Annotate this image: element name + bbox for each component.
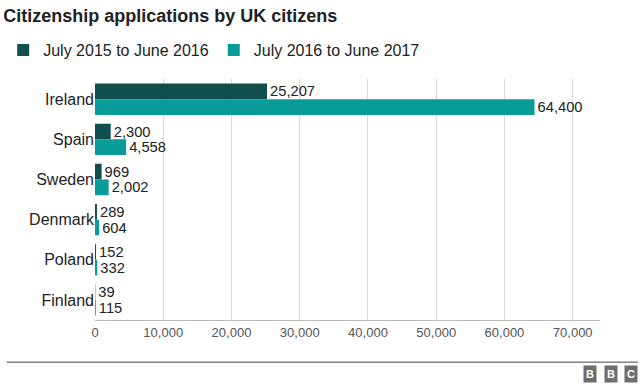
svg-text:39: 39: [98, 284, 114, 300]
svg-text:50,000: 50,000: [416, 325, 456, 340]
svg-text:40,000: 40,000: [348, 325, 388, 340]
svg-text:152: 152: [99, 244, 124, 260]
svg-text:Denmark: Denmark: [29, 211, 95, 228]
svg-text:Poland: Poland: [44, 251, 94, 268]
svg-text:B: B: [607, 368, 615, 380]
svg-text:Ireland: Ireland: [45, 91, 94, 108]
svg-text:115: 115: [99, 300, 122, 316]
svg-text:289: 289: [100, 204, 125, 220]
svg-text:2,300: 2,300: [114, 124, 151, 140]
svg-text:20,000: 20,000: [212, 325, 252, 340]
svg-text:4,558: 4,558: [129, 139, 166, 155]
svg-text:Sweden: Sweden: [36, 171, 94, 188]
svg-text:Citizenship applications by UK: Citizenship applications by UK citizens: [3, 6, 337, 26]
svg-text:332: 332: [100, 260, 125, 276]
svg-text:July 2016 to June 2017: July 2016 to June 2017: [254, 42, 420, 59]
svg-text:10,000: 10,000: [143, 325, 183, 340]
svg-text:25,207: 25,207: [270, 83, 315, 99]
svg-text:C: C: [627, 368, 635, 380]
svg-text:60,000: 60,000: [485, 325, 525, 340]
svg-text:969: 969: [105, 164, 130, 180]
svg-text:Finland: Finland: [42, 292, 94, 309]
svg-text:0: 0: [91, 325, 98, 340]
svg-text:Spain: Spain: [53, 131, 94, 148]
svg-text:July 2015 to June 2016: July 2015 to June 2016: [43, 42, 209, 59]
svg-text:604: 604: [102, 220, 127, 236]
svg-text:30,000: 30,000: [280, 325, 320, 340]
svg-text:64,400: 64,400: [538, 99, 583, 115]
svg-text:2,002: 2,002: [112, 179, 149, 195]
svg-text:70,000: 70,000: [553, 325, 593, 340]
svg-text:B: B: [586, 368, 594, 380]
